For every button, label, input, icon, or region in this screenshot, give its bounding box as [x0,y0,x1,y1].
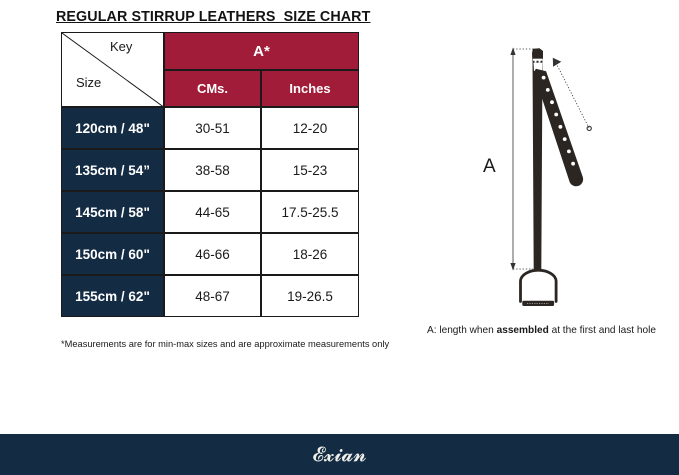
svg-text:A: A [483,156,496,177]
